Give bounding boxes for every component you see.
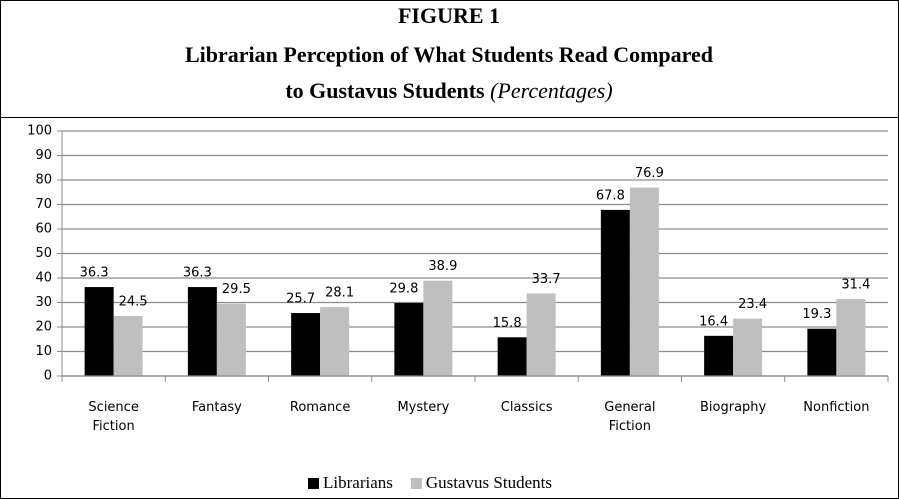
x-tick-label: Nonfiction	[803, 400, 870, 415]
legend-label: Librarians	[323, 473, 393, 492]
bar	[497, 337, 527, 376]
bar	[629, 187, 659, 376]
data-label: 38.9	[428, 259, 457, 274]
data-label: 29.5	[222, 282, 251, 297]
x-tick-label: Biography	[700, 400, 767, 415]
bar	[807, 328, 837, 376]
y-tick-label: 90	[35, 148, 52, 163]
x-tick-label: Mystery	[397, 400, 450, 415]
y-tick-label: 70	[35, 197, 52, 212]
bar	[526, 293, 556, 376]
y-tick-label: 10	[35, 344, 52, 359]
y-tick-label: 0	[44, 369, 52, 384]
chart-title: to Gustavus Students	[285, 78, 485, 103]
data-label: 76.9	[635, 166, 664, 181]
data-label: 25.7	[286, 292, 315, 307]
title-note: (Percentages)	[490, 78, 613, 103]
data-label: 24.5	[119, 294, 148, 309]
bar	[291, 313, 321, 376]
y-tick-label: 60	[35, 222, 52, 237]
legend-swatch	[410, 478, 422, 489]
data-label: 23.4	[738, 297, 767, 312]
bar	[84, 287, 114, 376]
bar	[704, 335, 734, 376]
x-tick-label: Fantasy	[191, 400, 242, 415]
y-tick-label: 40	[35, 271, 52, 286]
y-tick-label: 50	[35, 246, 52, 261]
data-label: 19.3	[802, 307, 831, 322]
data-label: 33.7	[532, 272, 561, 287]
bar	[394, 302, 424, 376]
data-label: 15.8	[493, 316, 522, 331]
chart-title: Librarian Perception of What Students Re…	[185, 42, 713, 67]
y-tick-label: 20	[35, 320, 52, 335]
y-tick-label: 30	[35, 295, 52, 310]
bar	[423, 280, 453, 376]
data-label: 28.1	[325, 286, 354, 301]
bar	[836, 299, 866, 376]
data-label: 29.8	[389, 281, 418, 296]
bar	[600, 209, 630, 376]
x-tick-label: Romance	[289, 400, 351, 415]
legend-label: Gustavus Students	[426, 473, 552, 492]
data-label: 36.3	[183, 266, 212, 281]
y-tick-label: 100	[27, 124, 52, 139]
data-label: 36.3	[80, 266, 109, 281]
chart-title: to Gustavus Students (Percentages)	[285, 78, 612, 103]
bar	[187, 287, 217, 376]
bar	[113, 315, 143, 376]
data-label: 16.4	[699, 314, 728, 329]
x-tick-label: Classics	[500, 400, 553, 415]
x-tick-label: General Fiction	[604, 400, 656, 434]
chart-title: FIGURE 1	[398, 3, 500, 28]
data-label: 31.4	[841, 278, 870, 293]
bar	[320, 307, 350, 376]
y-tick-label: 80	[35, 173, 52, 188]
bar	[216, 303, 246, 376]
bar	[733, 318, 763, 376]
x-tick-label: Science Fiction	[88, 400, 139, 434]
legend-swatch	[308, 478, 319, 489]
data-label: 67.8	[596, 188, 625, 203]
